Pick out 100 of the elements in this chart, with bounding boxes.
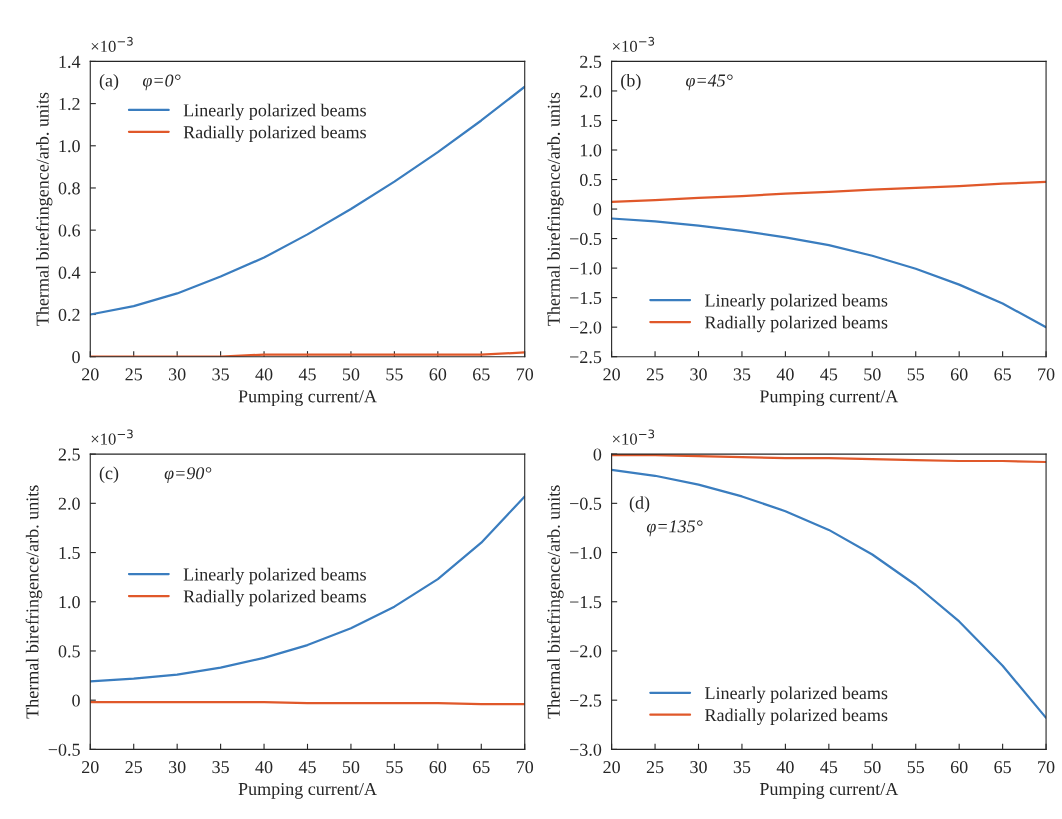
- text: ×10$^{−3}$: [612, 429, 655, 445]
- x-tick-label: 70: [516, 761, 534, 774]
- y-tick-label: −1.0: [570, 262, 602, 275]
- legend-label: Linearly polarized beams: [183, 567, 366, 585]
- x-tick-label: 50: [864, 761, 881, 774]
- text: ×10$^{−3}$: [91, 36, 133, 53]
- x-tick-label: 35: [733, 761, 751, 774]
- legend-label: Linearly polarized beams: [705, 686, 888, 703]
- x-tick-label: 50: [342, 761, 360, 774]
- legend-label: Radially polarized beams: [183, 125, 366, 143]
- x-tick-label: 65: [994, 368, 1011, 381]
- y-tick-label: −2.0: [570, 321, 602, 334]
- y-tick-label: 0.2: [58, 308, 80, 322]
- x-tick-label: 70: [1038, 368, 1055, 381]
- x-tick-label: 70: [1038, 761, 1055, 774]
- x-tick-label: 40: [255, 368, 273, 381]
- x-tick-label: 20: [82, 761, 99, 774]
- x-tick-label: 70: [516, 368, 534, 381]
- x-tick-label: 65: [473, 368, 490, 381]
- x-tick-label: 25: [646, 368, 664, 381]
- y-tick-label: 0: [593, 203, 602, 216]
- x-tick-label: 25: [125, 368, 143, 381]
- y-tick-label: −0.5: [570, 232, 602, 246]
- x-tick-label: 60: [950, 761, 968, 774]
- y-tick-label: −2.5: [570, 351, 602, 364]
- x-tick-label: 35: [212, 368, 229, 381]
- x-axis-title: Pumping current/A: [759, 782, 899, 799]
- x-axis-title: Pumping current/A: [238, 782, 377, 799]
- x-tick-label: 45: [298, 761, 316, 774]
- text: ×10$^{−3}$: [91, 429, 133, 445]
- x-tick-label: 55: [386, 368, 403, 381]
- text: ×10$^{−3}$: [612, 36, 655, 53]
- legend-label: Radially polarized beams: [705, 315, 888, 333]
- legend-label: Linearly polarized beams: [705, 293, 888, 311]
- x-axis-title: Pumping current/A: [238, 390, 377, 407]
- x-tick-label: 20: [82, 368, 99, 381]
- y-tick-label: −2.0: [570, 645, 602, 658]
- y-axis-title: Thermal birefringence/arb. units: [546, 485, 564, 719]
- y-tick-label: 1.4: [59, 55, 81, 68]
- x-tick-label: 60: [429, 368, 447, 381]
- x-tick-label: 40: [776, 368, 794, 381]
- x-tick-label: 35: [733, 368, 751, 381]
- annotation: φ=90°: [164, 467, 212, 483]
- y-tick-label: 1.0: [59, 596, 80, 609]
- annotation: (a): [99, 73, 119, 91]
- y-tick-label: −2.5: [570, 694, 602, 707]
- y-tick-label: 2.5: [58, 448, 80, 461]
- x-tick-label: 45: [820, 761, 838, 774]
- y-axis-title: Thermal birefringence/arb. units: [546, 92, 564, 326]
- y-tick-label: −1.0: [570, 546, 602, 560]
- x-axis-title: Pumping current/A: [759, 390, 899, 407]
- y-tick-label: 0.4: [58, 266, 81, 279]
- x-tick-label: 55: [907, 368, 925, 381]
- y-tick-label: 0: [72, 350, 80, 364]
- x-tick-label: 35: [212, 761, 229, 774]
- x-tick-label: 20: [603, 761, 620, 774]
- x-tick-label: 60: [950, 368, 968, 381]
- y-tick-label: 2.0: [580, 85, 602, 98]
- y-tick-label: −1.5: [570, 596, 602, 609]
- y-tick-label: 1.0: [59, 140, 80, 153]
- y-tick-label: −0.5: [570, 497, 602, 510]
- y-tick-label: 1.0: [580, 144, 602, 157]
- y-tick-label: 0.5: [58, 645, 80, 658]
- line-series: [90, 495, 525, 683]
- x-tick-label: 40: [776, 761, 794, 774]
- x-tick-label: 25: [125, 761, 143, 774]
- annotation: (b): [621, 73, 641, 91]
- legend-label: Radially polarized beams: [183, 589, 366, 607]
- y-tick-label: −0.5: [48, 743, 80, 756]
- x-tick-label: 65: [994, 761, 1011, 774]
- y-tick-label: −3.0: [570, 743, 602, 756]
- annotation: (d): [629, 496, 650, 513]
- annotation: φ=45°: [686, 74, 733, 91]
- x-tick-label: 45: [820, 368, 838, 381]
- x-tick-label: 45: [298, 368, 316, 381]
- y-tick-label: 1.5: [580, 114, 602, 127]
- x-tick-label: 50: [864, 368, 881, 381]
- y-tick-label: 0: [593, 448, 602, 461]
- y-tick-label: 1.5: [59, 546, 80, 560]
- x-tick-label: 30: [169, 368, 186, 381]
- x-tick-label: 60: [429, 761, 447, 774]
- line-series: [611, 180, 1047, 204]
- x-tick-label: 65: [473, 761, 490, 774]
- y-tick-label: 0.8: [58, 182, 80, 195]
- y-tick-label: 1.2: [59, 97, 80, 111]
- x-tick-label: 25: [646, 761, 664, 774]
- legend-label: Linearly polarized beams: [183, 103, 366, 121]
- y-axis-title: Thermal birefringence/arb. units: [25, 485, 43, 719]
- x-tick-label: 50: [342, 368, 360, 381]
- legend-label: Radially polarized beams: [705, 708, 888, 725]
- x-tick-label: 30: [690, 368, 707, 381]
- y-axis-title: Thermal birefringence/arb. units: [35, 92, 53, 326]
- x-tick-label: 40: [255, 761, 273, 774]
- annotation: (c): [99, 466, 119, 483]
- y-tick-label: 2.5: [580, 55, 602, 68]
- y-tick-label: −1.5: [570, 291, 602, 305]
- y-tick-label: 0: [72, 694, 80, 707]
- x-tick-label: 30: [690, 761, 707, 774]
- annotation: φ=135°: [646, 520, 703, 537]
- x-tick-label: 20: [603, 368, 620, 381]
